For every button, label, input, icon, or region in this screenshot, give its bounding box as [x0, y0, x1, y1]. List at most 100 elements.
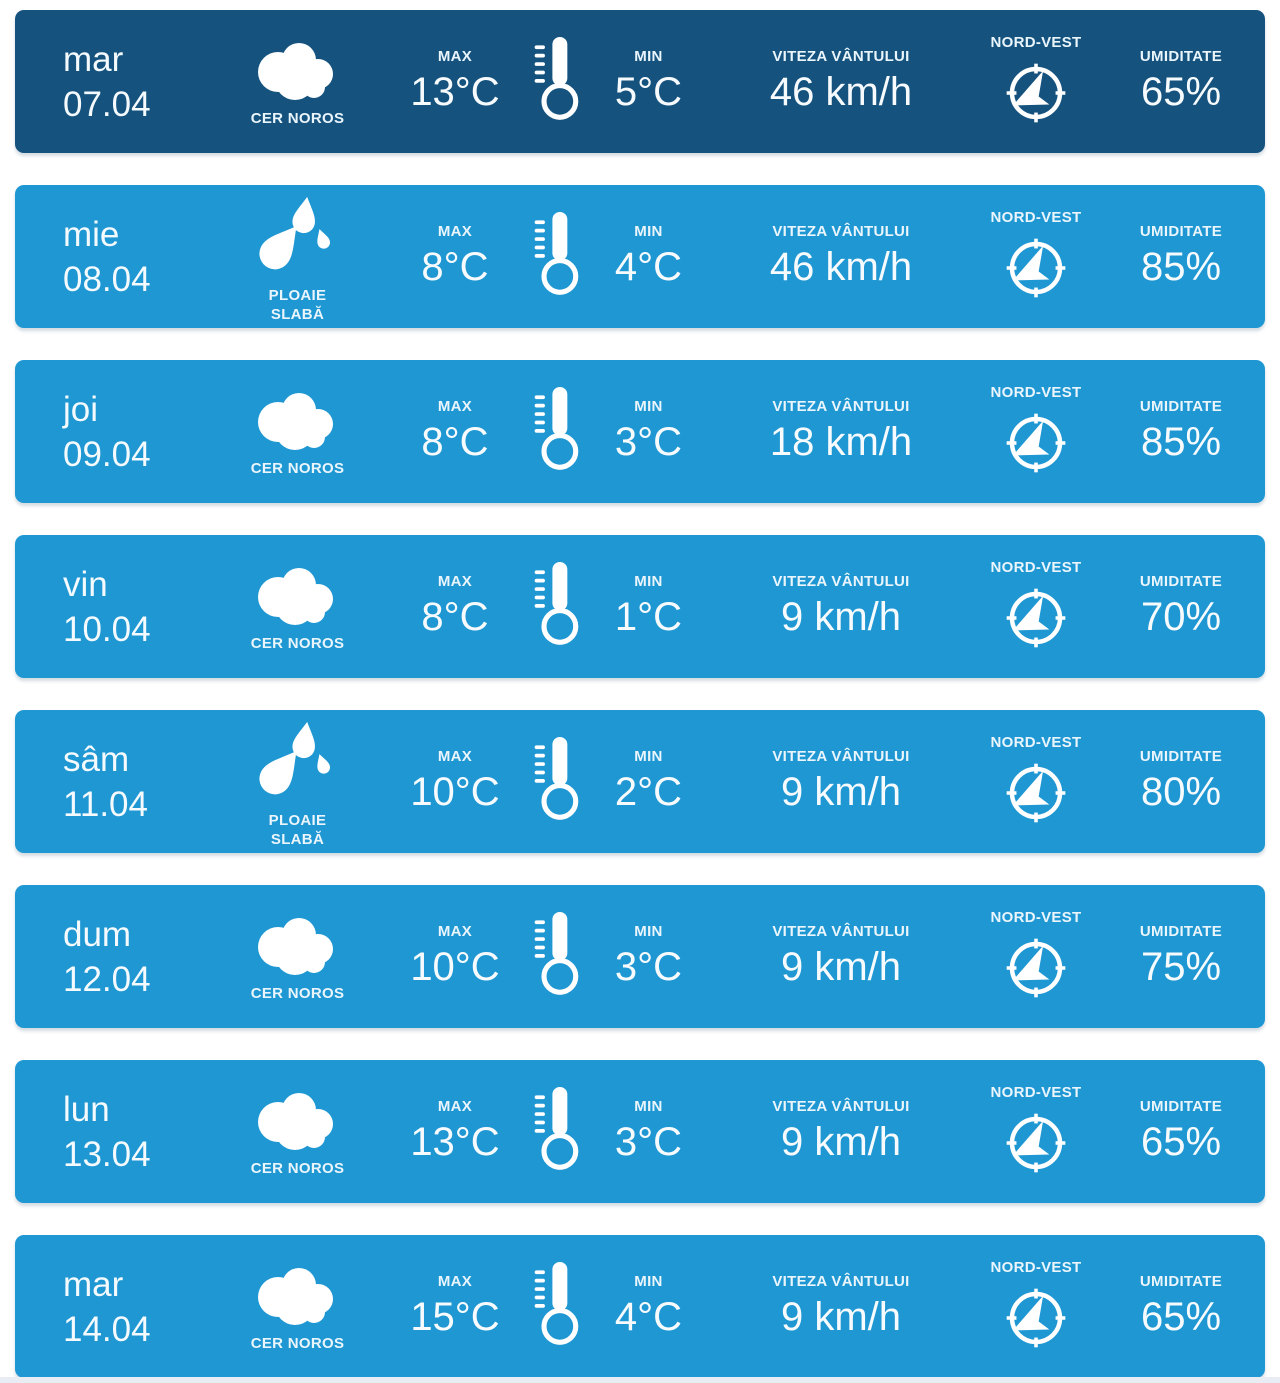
max-temp-column: MAX 8°C	[380, 185, 530, 328]
wind-speed-label: VITEZA VÂNTULUI	[772, 1097, 910, 1115]
min-label: MIN	[634, 1097, 663, 1115]
wind-speed-label: VITEZA VÂNTULUI	[772, 47, 910, 65]
forecast-day-row[interactable]: mar 07.04	[15, 10, 1265, 153]
day-column: mar 07.04	[15, 10, 215, 153]
min-label: MIN	[634, 922, 663, 940]
max-temp-column: MAX 13°C	[380, 1060, 530, 1203]
wind-direction-label: NORD-VEST	[990, 558, 1082, 576]
min-temp-column: MIN 1°C	[586, 535, 711, 678]
max-label: MAX	[437, 1272, 473, 1290]
compass-icon	[1004, 411, 1068, 480]
condition-label-line: CER NOROS	[250, 984, 345, 1002]
day-name: lun	[63, 1089, 110, 1129]
condition-label: CER NOROS	[251, 1159, 345, 1178]
humidity-label: UMIDITATE	[1139, 747, 1223, 765]
max-temp-value: 10°C	[410, 944, 500, 989]
forecast-day-row[interactable]: vin 10.04	[15, 535, 1265, 678]
humidity-value: 80%	[1140, 769, 1222, 814]
thermometer-column	[530, 360, 586, 503]
min-temp-value: 3°C	[614, 1119, 683, 1164]
forecast-day-row[interactable]: dum 12.04	[15, 885, 1265, 1028]
condition-column: CER NOROS	[215, 535, 380, 678]
humidity-column: UMIDITATE 85%	[1101, 185, 1261, 328]
max-temp-column: MAX 10°C	[380, 885, 530, 1028]
max-temp-value: 8°C	[421, 244, 489, 289]
wind-speed-label: VITEZA VÂNTULUI	[772, 397, 910, 415]
max-temp-column: MAX 10°C	[380, 710, 530, 853]
max-temp-value: 10°C	[410, 769, 500, 814]
max-label: MAX	[437, 1097, 473, 1115]
cloudy-icon	[248, 911, 348, 979]
min-temp-column: MIN 4°C	[586, 1235, 711, 1378]
wind-direction-column: NORD-VEST	[971, 885, 1101, 1028]
condition-label-line: CER NOROS	[250, 1334, 345, 1352]
humidity-value: 85%	[1140, 419, 1222, 464]
max-temp-column: MAX 8°C	[380, 360, 530, 503]
day-date: 14.04	[63, 1309, 151, 1349]
cloudy-icon	[248, 36, 348, 104]
cloudy-icon	[248, 561, 348, 629]
wind-speed-value: 18 km/h	[769, 419, 913, 464]
max-label: MAX	[437, 222, 473, 240]
wind-direction-label: NORD-VEST	[990, 1083, 1082, 1101]
humidity-column: UMIDITATE 75%	[1101, 885, 1261, 1028]
wind-speed-column: VITEZA VÂNTULUI 9 km/h	[711, 710, 971, 853]
day-date: 11.04	[63, 784, 148, 824]
min-label: MIN	[634, 1272, 663, 1290]
day-name: joi	[63, 389, 99, 429]
humidity-label: UMIDITATE	[1139, 1272, 1223, 1290]
max-temp-column: MAX 15°C	[380, 1235, 530, 1378]
max-temp-column: MAX 8°C	[380, 535, 530, 678]
thermometer-icon	[530, 1256, 586, 1357]
forecast-day-row[interactable]: mie 08.04	[15, 185, 1265, 328]
condition-column: CER NOROS	[215, 360, 380, 503]
condition-label-line: SLABĂ	[270, 306, 325, 323]
forecast-day-row[interactable]: lun 13.04	[15, 1060, 1265, 1203]
day-name: mar	[63, 39, 124, 79]
thermometer-icon	[530, 381, 586, 482]
light-rain-icon	[252, 189, 344, 281]
humidity-label: UMIDITATE	[1139, 222, 1223, 240]
wind-direction-label: NORD-VEST	[990, 908, 1082, 926]
day-column: sâm 11.04	[15, 710, 215, 853]
forecast-day-row[interactable]: sâm 11.04	[15, 710, 1265, 853]
compass-icon	[1004, 586, 1068, 655]
condition-label: CER NOROS	[251, 109, 345, 128]
humidity-column: UMIDITATE 80%	[1101, 710, 1261, 853]
thermometer-column	[530, 535, 586, 678]
day-date: 09.04	[63, 434, 151, 474]
condition-label: CER NOROS	[251, 984, 345, 1003]
thermometer-icon	[530, 556, 586, 657]
humidity-column: UMIDITATE 65%	[1101, 10, 1261, 153]
day-date: 07.04	[63, 84, 151, 124]
wind-speed-value: 9 km/h	[780, 1119, 902, 1164]
condition-label-line: CER NOROS	[250, 459, 345, 477]
wind-direction-column: NORD-VEST	[971, 535, 1101, 678]
humidity-label: UMIDITATE	[1139, 922, 1223, 940]
forecast-day-row[interactable]: joi 09.04	[15, 360, 1265, 503]
max-label: MAX	[437, 922, 473, 940]
max-label: MAX	[437, 397, 473, 415]
wind-speed-label: VITEZA VÂNTULUI	[772, 922, 910, 940]
forecast-day-row[interactable]: mar 14.04	[15, 1235, 1265, 1378]
min-temp-value: 5°C	[614, 69, 683, 114]
condition-label: CER NOROS	[251, 1334, 345, 1353]
wind-speed-column: VITEZA VÂNTULUI 9 km/h	[711, 885, 971, 1028]
compass-icon	[1004, 761, 1068, 830]
humidity-column: UMIDITATE 65%	[1101, 1060, 1261, 1203]
wind-direction-label: NORD-VEST	[990, 208, 1082, 226]
max-label: MAX	[437, 747, 473, 765]
humidity-label: UMIDITATE	[1139, 572, 1223, 590]
condition-column: PLOAIE SLABĂ	[215, 185, 380, 328]
thermometer-icon	[530, 1081, 586, 1182]
wind-speed-column: VITEZA VÂNTULUI 9 km/h	[711, 1235, 971, 1378]
day-date: 13.04	[63, 1134, 151, 1174]
thermometer-column	[530, 710, 586, 853]
condition-column: PLOAIE SLABĂ	[215, 710, 380, 853]
day-column: lun 13.04	[15, 1060, 215, 1203]
min-label: MIN	[634, 397, 663, 415]
humidity-label: UMIDITATE	[1139, 397, 1223, 415]
humidity-column: UMIDITATE 85%	[1101, 360, 1261, 503]
condition-label: CER NOROS	[251, 634, 345, 653]
